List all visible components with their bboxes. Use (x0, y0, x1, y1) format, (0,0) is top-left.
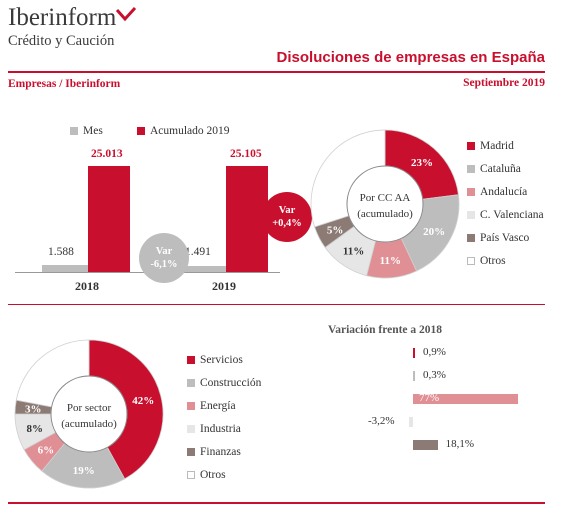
donut-chart-ccaa: 23% 20% 11% 11% 5% Por CC AA (acumulado) (310, 129, 460, 279)
variation-bar-industria (408, 417, 413, 427)
ccaa-legend-label: País Vasco (480, 231, 530, 244)
value-label-acumulado-2018: 25.013 (91, 148, 123, 160)
sector-legend-swatch (187, 470, 195, 479)
sector-legend-label: Construcción (200, 376, 262, 389)
sector-slice-label-0: 42% (132, 395, 154, 407)
sector-center-label-1: Por sector (67, 402, 112, 414)
variation-value-label: 18,1% (445, 438, 475, 450)
section-divider (8, 304, 545, 305)
sector-center (50, 375, 128, 453)
legend-label-mes: Mes (83, 125, 103, 137)
variation-bar-servicios (413, 348, 415, 358)
sector-legend-item: Servicios (187, 348, 243, 371)
bar-acumulado-2019 (226, 165, 268, 272)
sector-legend-label: Servicios (200, 353, 243, 366)
ccaa-legend-item: País Vasco (467, 226, 529, 249)
ccaa-legend-label: Madrid (480, 139, 514, 152)
sector-legend-swatch (187, 424, 195, 433)
ccaa-center-label-2: (acumulado) (357, 208, 413, 220)
variation-bar-energ-a (413, 394, 518, 404)
page-title: Disoluciones de empresas en España (276, 49, 545, 66)
ccaa-legend-item: Madrid (467, 134, 514, 157)
value-label-mes-2018: 1.588 (48, 246, 74, 258)
sector-legend-swatch (187, 447, 195, 456)
sector-center-label-2: (acumulado) (61, 418, 117, 430)
variation-bubble-acumulado-line2: +0,4% (272, 218, 302, 229)
donut-chart-sector: 42% 19% 6% 8% 3% Por sector (acumulado) (14, 339, 164, 489)
ccaa-center (346, 165, 424, 243)
legend-label-acumulado: Acumulado 2019 (150, 125, 230, 137)
legend-swatch-mes (70, 127, 78, 135)
legend-ccaa: Madrid Cataluña Andalucía C. Valenciana País… (467, 134, 544, 272)
bar-mes-2018 (42, 265, 88, 272)
ccaa-legend-swatch (467, 141, 475, 150)
ccaa-slice-label-1: 20% (423, 226, 445, 238)
legend-sector: Servicios Construcción Energía Industria Fin… (187, 348, 261, 486)
ccaa-legend-label: Otros (480, 254, 506, 267)
sector-legend-label: Energía (200, 399, 236, 412)
sector-legend-swatch (187, 355, 195, 364)
sector-legend-swatch (187, 401, 195, 410)
sector-legend-item: Industria (187, 417, 241, 440)
ccaa-slice-label-0: 23% (411, 157, 433, 169)
sector-legend-label: Finanzas (200, 445, 241, 458)
ccaa-slice-label-3: 11% (343, 245, 364, 257)
date-label: Septiembre 2019 (463, 77, 545, 89)
sector-legend-item: Energía (187, 394, 236, 417)
variation-bubble-acumulado: Var +0,4% (262, 192, 312, 242)
sector-slice-label-4: 3% (25, 404, 42, 416)
logo-mark-icon (115, 6, 137, 22)
variation-bar-finanzas (413, 440, 438, 450)
sector-legend-item: Construcción (187, 371, 261, 394)
ccaa-legend-item: C. Valenciana (467, 203, 544, 226)
source-label: Empresas / Iberinform (8, 78, 121, 90)
value-label-acumulado-2019: 25.105 (230, 148, 262, 160)
sector-slice-label-2: 6% (38, 445, 55, 457)
ccaa-legend-label: Cataluña (480, 162, 521, 175)
header-divider (8, 71, 545, 73)
brand-subtitle: Crédito y Caución (8, 33, 115, 49)
ccaa-legend-swatch (467, 233, 475, 242)
ccaa-legend-item: Andalucía (467, 180, 527, 203)
variation-title: Variación frente a 2018 (328, 324, 443, 336)
ccaa-legend-swatch (467, 256, 475, 265)
sector-legend-swatch (187, 378, 195, 387)
variation-value-label: -3,2% (368, 415, 395, 427)
sector-legend-item: Otros (187, 463, 226, 486)
ccaa-legend-swatch (467, 164, 475, 173)
sector-legend-label: Industria (200, 422, 241, 435)
variation-value-label: 0,3% (423, 369, 446, 381)
category-label-2018: 2018 (75, 279, 99, 293)
variation-value-label: 77% (419, 392, 440, 404)
ccaa-slice-label-4: 5% (327, 224, 344, 236)
legend-mes: Mes (70, 125, 103, 137)
ccaa-legend-label: C. Valenciana (480, 208, 544, 221)
sector-legend-item: Finanzas (187, 440, 241, 463)
ccaa-legend-item: Otros (467, 249, 506, 272)
ccaa-slice-label-2: 11% (380, 255, 401, 267)
variation-bubble-mes-line2: -6,1% (150, 259, 178, 270)
sector-slice-label-3: 8% (27, 423, 44, 435)
variation-bubble-mes-line1: Var (155, 246, 173, 257)
variation-bar-construcci-n (413, 371, 415, 381)
legend-swatch-acumulado (137, 127, 145, 135)
sector-slice-label-1: 19% (73, 465, 95, 477)
ccaa-legend-item: Cataluña (467, 157, 521, 180)
ccaa-legend-swatch (467, 187, 475, 196)
variation-value-label: 0,9% (423, 346, 446, 358)
variation-bubble-mes: Var -6,1% (139, 233, 189, 283)
bar-mes-2019 (180, 265, 226, 272)
ccaa-legend-label: Andalucía (480, 185, 528, 198)
ccaa-legend-swatch (467, 210, 475, 219)
variation-bubble-acumulado-line1: Var (278, 205, 296, 216)
category-label-2019: 2019 (212, 279, 236, 293)
brand-name: Iberinform (8, 4, 117, 31)
footer-divider (8, 502, 545, 504)
sector-legend-label: Otros (200, 468, 226, 481)
ccaa-center-label-1: Por CC AA (360, 192, 411, 204)
bar-acumulado-2018 (88, 166, 130, 272)
legend-acumulado: Acumulado 2019 (137, 125, 230, 137)
value-label-mes-2019: 1.491 (185, 246, 211, 258)
